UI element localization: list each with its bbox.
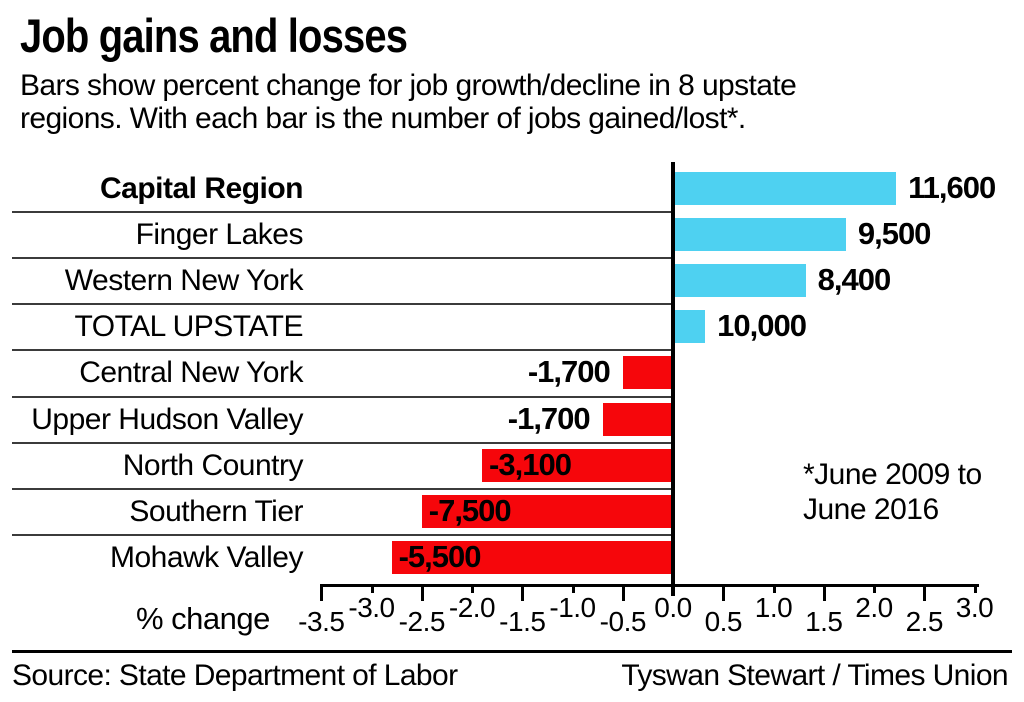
- tick-label: 1.0: [754, 592, 793, 623]
- page-title: Job gains and losses: [20, 9, 408, 62]
- category-label: North Country: [122, 448, 304, 482]
- category-label: TOTAL UPSTATE: [74, 310, 303, 344]
- axis-tick: [722, 584, 726, 601]
- category-label: Central New York: [79, 356, 303, 390]
- axis-tick: [973, 584, 977, 593]
- bar-value-label: 8,400: [817, 261, 892, 297]
- bar: [675, 217, 846, 251]
- category-label: Upper Hudson Valley: [31, 402, 303, 436]
- bar-value-label: -3,100: [489, 446, 572, 482]
- bar-value-label: 10,000: [717, 308, 807, 344]
- axis-tick: [320, 584, 324, 601]
- bar: [602, 402, 673, 436]
- bar-value-label: -7,500: [428, 492, 512, 528]
- bar: [675, 171, 897, 205]
- row-divider: [12, 441, 673, 444]
- annotation-line-2: June 2016: [803, 493, 939, 526]
- tick-label: 0.0: [654, 592, 692, 623]
- axis-tick: [370, 584, 374, 593]
- bar-value-label: -5,500: [398, 539, 482, 575]
- category-label: Finger Lakes: [135, 217, 304, 251]
- tick-label: -3.5: [298, 606, 345, 637]
- footer-divider: [12, 650, 1012, 653]
- tick-label: 3.0: [955, 592, 994, 623]
- tick-label: 2.0: [855, 592, 893, 623]
- category-label: Southern Tier: [129, 494, 303, 528]
- subtitle-line-2: regions. With each bar is the number of …: [20, 102, 746, 135]
- artist-credit: Tyswan Stewart / Times Union: [621, 659, 1008, 692]
- bar-value-label: -1,700: [507, 400, 591, 436]
- bar: [622, 356, 674, 390]
- axis-tick: [923, 584, 927, 601]
- tick-label: -2.5: [398, 606, 446, 637]
- bar: [675, 263, 806, 297]
- subtitle-line-1: Bars show percent change for job growth/…: [20, 69, 797, 102]
- row-divider: [12, 534, 673, 537]
- x-axis-baseline: [321, 584, 979, 587]
- axis-tick: [571, 584, 575, 593]
- axis-tick: [521, 584, 525, 601]
- tick-label: -2.0: [448, 592, 496, 623]
- tick-label: 1.5: [805, 606, 843, 637]
- tick-label: 2.5: [905, 606, 944, 637]
- bar: [675, 310, 706, 344]
- tick-label: -3.0: [348, 592, 395, 623]
- tick-label: 0.5: [704, 606, 743, 637]
- row-divider: [12, 487, 673, 490]
- axis-tick: [621, 584, 625, 601]
- zero-axis-line: [671, 162, 675, 596]
- bar: [482, 448, 673, 482]
- source-credit: Source: State Department of Labor: [12, 659, 458, 692]
- row-divider: [12, 349, 673, 352]
- row-divider: [12, 395, 673, 398]
- category-label: Western New York: [64, 263, 304, 297]
- bar-value-label: 11,600: [908, 169, 996, 205]
- row-divider: [12, 256, 673, 259]
- bar: [391, 541, 673, 575]
- annotation-line-1: *June 2009 to: [803, 458, 982, 491]
- axis-tick: [873, 584, 876, 593]
- axis-tick: [471, 584, 474, 593]
- bar-value-label: -1,700: [527, 354, 611, 390]
- axis-tick: [672, 584, 675, 593]
- tick-label: -1.0: [549, 592, 596, 623]
- axis-tick: [772, 584, 776, 593]
- x-axis-title: % change: [136, 601, 270, 636]
- tick-label: -1.5: [499, 606, 546, 637]
- axis-tick: [420, 584, 424, 601]
- bar: [421, 494, 674, 528]
- tick-label: -0.5: [599, 606, 647, 637]
- category-label: Capital Region: [99, 171, 304, 205]
- bar-value-label: 9,500: [857, 215, 932, 251]
- row-divider: [12, 210, 673, 213]
- row-divider: [12, 303, 673, 306]
- axis-tick: [822, 584, 826, 601]
- category-label: Mohawk Valley: [109, 541, 304, 575]
